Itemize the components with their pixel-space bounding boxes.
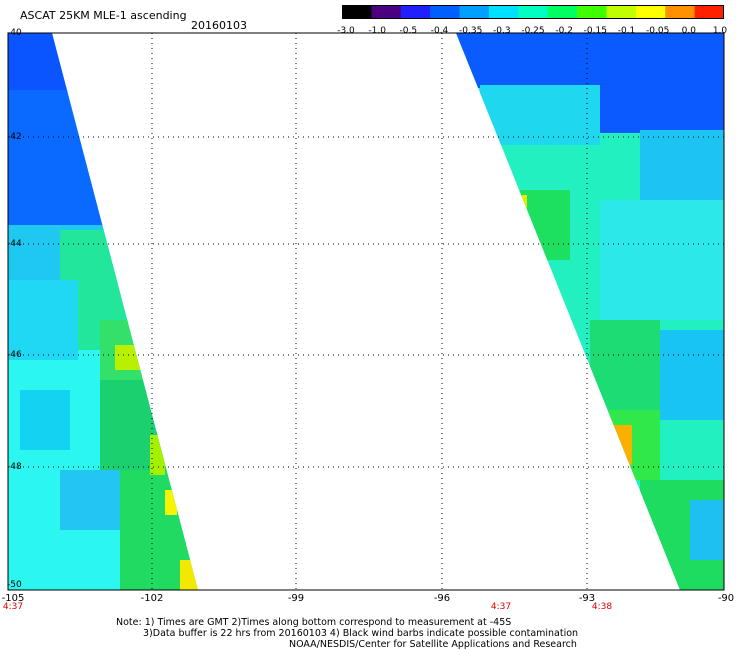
lon-label: -96 [433, 593, 451, 604]
colorbar-label: -1.0 [368, 26, 386, 36]
colorbar-bin [547, 5, 578, 19]
colorbar-label: 0.0 [681, 26, 696, 36]
note-line-3: NOAA/NESDIS/Center for Satellite Applica… [289, 639, 577, 650]
colorbar-label: -0.15 [583, 26, 607, 36]
colorbar-label: 1.0 [712, 26, 728, 36]
colorbar-label: -0.3 [493, 26, 511, 36]
swath-left [8, 33, 198, 590]
lon-label: -90 [717, 593, 735, 604]
colorbar-bin [665, 5, 696, 19]
colorbar-bin [518, 5, 549, 19]
lat-label: -50 [7, 580, 22, 590]
colorbar-labels: -3.0 -1.0 -0.5 -0.4 -0.35 -0.3 -0.25 -0.… [337, 26, 728, 38]
colorbar-label: -0.5 [399, 26, 418, 36]
scatterometer-map [7, 32, 725, 591]
colorbar-bin [694, 5, 724, 19]
colorbar [342, 5, 724, 19]
lat-label: -42 [7, 132, 22, 142]
lat-label: -48 [7, 462, 22, 472]
colorbar-bin [459, 5, 490, 19]
colorbar-bin [430, 5, 461, 19]
pass-time: 4:37 [2, 602, 24, 612]
lat-label: -40 [7, 28, 22, 38]
product-date: 20160103 [191, 19, 247, 32]
colorbar-label: -0.25 [521, 26, 545, 36]
lon-label: -102 [140, 593, 164, 604]
colorbar-bin [488, 5, 519, 19]
lat-label: -46 [7, 350, 22, 360]
colorbar-label: -0.2 [555, 26, 573, 36]
pass-time: 4:38 [591, 602, 613, 612]
product-title: ASCAT 25KM MLE-1 ascending [20, 9, 187, 22]
lat-label: -44 [7, 239, 22, 249]
colorbar-bin [371, 5, 402, 19]
swath-right [456, 33, 724, 590]
colorbar-label: -0.1 [617, 26, 636, 36]
colorbar-frame [342, 5, 724, 19]
colorbar-label: -0.35 [459, 26, 483, 36]
colorbar-label: -3.0 [337, 26, 355, 36]
lon-label: -99 [287, 593, 305, 604]
colorbar-bin [577, 5, 607, 19]
colorbar-bin [400, 5, 431, 19]
pass-time: 4:37 [490, 602, 512, 612]
colorbar-bin [342, 5, 372, 19]
colorbar-label: -0.05 [646, 26, 670, 36]
colorbar-bin [606, 5, 637, 19]
note-line-1: Note: 1) Times are GMT 2)Times along bot… [116, 617, 512, 628]
note-line-2: 3)Data buffer is 22 hrs from 20160103 4)… [143, 628, 579, 639]
colorbar-bin [635, 5, 666, 19]
lon-label: -105 [1, 593, 25, 604]
map-frame [7, 32, 725, 591]
colorbar-label: -0.4 [430, 26, 449, 36]
lon-label: -93 [578, 593, 596, 604]
